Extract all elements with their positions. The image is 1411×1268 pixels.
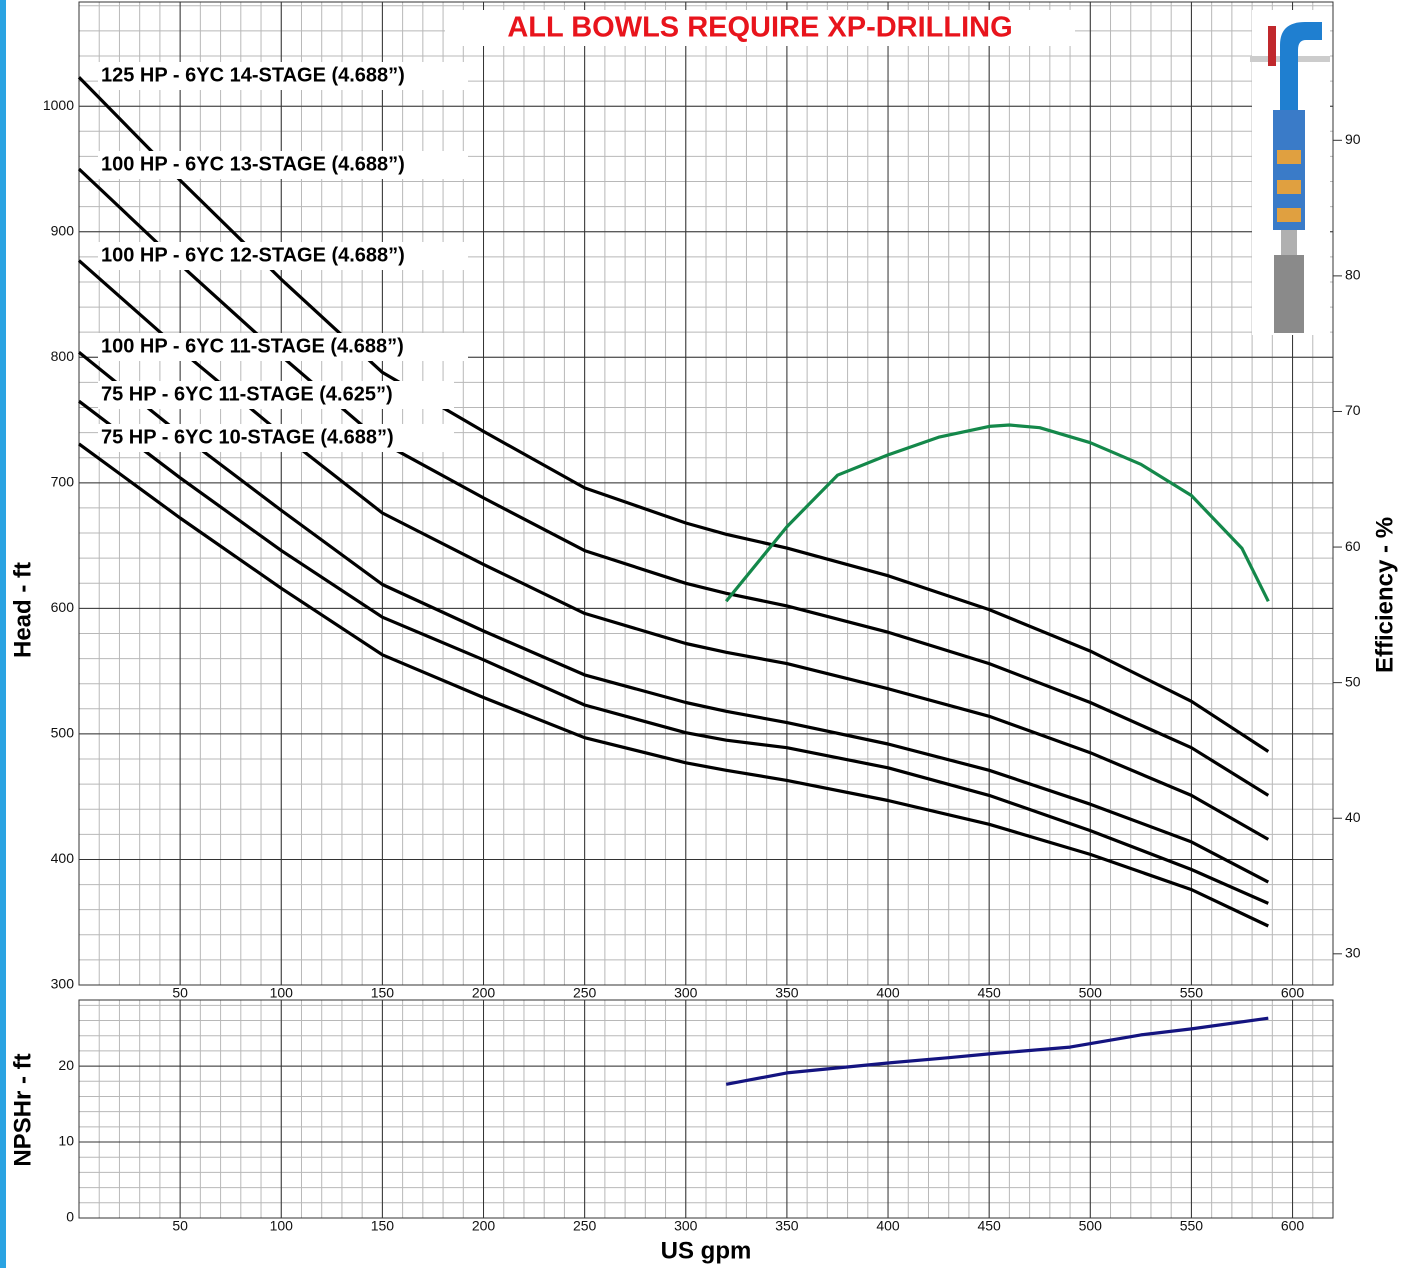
x-tick-label: 300 [674, 985, 698, 1001]
plot: 50 100 150 200 250 300 350 400 450 500 550 600 0 10 20 [58, 999, 1334, 1234]
x-tick-label: 350 [775, 1218, 799, 1234]
curve-label: 100 HP - 6YC 12-STAGE (4.688”) [101, 244, 405, 266]
chart-title: ALL BOWLS REQUIRE XP-DRILLING [507, 12, 1012, 44]
plot: 50 100 150 200 250 300 350 400 450 500 550 600 300 40… [43, 1, 1361, 1001]
y2-tick-label: 30 [1345, 945, 1361, 961]
x-tick-label: 600 [1281, 985, 1305, 1001]
y-tick-label: 900 [51, 222, 75, 238]
x-tick-label: 450 [977, 1218, 1001, 1234]
curve-label: 75 HP - 6YC 10-STAGE (4.688”) [101, 426, 394, 448]
curve-label-box [98, 151, 468, 179]
x-tick-label: 150 [371, 985, 395, 1001]
x-tick-label: 100 [270, 1218, 294, 1234]
pump-motor [1274, 255, 1304, 333]
y2-tick-label: 40 [1345, 809, 1361, 825]
pump-impeller [1277, 208, 1301, 222]
curve-label-box [98, 381, 454, 409]
curve-label: 100 HP - 6YC 11-STAGE (4.688”) [101, 335, 404, 357]
x-tick-label: 350 [775, 985, 799, 1001]
y-tick-label: 600 [51, 599, 75, 615]
x-axis-label: US gpm [661, 1237, 752, 1264]
line-series [77, 351, 1270, 884]
pump-impeller [1277, 150, 1301, 164]
curve-label: 75 HP - 6YC 11-STAGE (4.625”) [101, 383, 393, 405]
plot-frame [78, 1, 1334, 986]
y-tick-label: 1000 [43, 97, 74, 113]
y-tick-label: 0 [66, 1209, 74, 1225]
title-box [445, 10, 1075, 46]
y2-tick-label: 90 [1345, 131, 1361, 147]
x-tick-label: 400 [876, 985, 900, 1001]
x-tick-label: 50 [172, 985, 188, 1001]
curve-label-box [98, 242, 468, 270]
line-series [78, 442, 1269, 928]
pump-pipe [1280, 22, 1322, 110]
y-tick-label: 20 [58, 1057, 74, 1073]
pump-illustration [1250, 10, 1330, 335]
line-series [77, 167, 1270, 797]
plot-frame [78, 999, 1334, 1219]
y-tick-label: 300 [51, 976, 75, 992]
curve-label-box [98, 333, 468, 361]
y2-tick-label: 70 [1345, 402, 1361, 418]
curve-label: 125 HP - 6YC 14-STAGE (4.688”) [101, 64, 405, 86]
pump-impeller [1277, 180, 1301, 194]
y2-tick-label: 50 [1345, 673, 1361, 689]
line-series [725, 1016, 1269, 1086]
line-series [78, 399, 1269, 905]
x-tick-label: 200 [472, 985, 496, 1001]
side-strip [0, 0, 6, 1268]
plots: 50 100 150 200 250 300 350 400 450 500 550 60030040… [43, 1, 1361, 1234]
x-tick-label: 100 [270, 985, 294, 1001]
curve-label-box [98, 424, 454, 452]
x-tick-label: 250 [573, 1218, 597, 1234]
line-series [77, 76, 1270, 753]
y-tick-label: 500 [51, 725, 75, 741]
pump-cable [1268, 26, 1276, 66]
y-tick-label: 800 [51, 348, 75, 364]
y-tick-label: 10 [58, 1133, 74, 1149]
x-tick-label: 600 [1281, 1218, 1305, 1234]
curve-label-box [98, 62, 468, 90]
x-tick-label: 50 [172, 1218, 188, 1234]
y-tick-label: 700 [51, 474, 75, 490]
x-tick-label: 300 [674, 1218, 698, 1234]
x-tick-label: 450 [977, 985, 1001, 1001]
y-axis-label: Head - ft [9, 562, 36, 658]
x-tick-label: 250 [573, 985, 597, 1001]
x-tick-label: 550 [1180, 985, 1204, 1001]
x-tick-label: 400 [876, 1218, 900, 1234]
line-series [724, 423, 1270, 603]
x-tick-label: 500 [1079, 985, 1103, 1001]
y-tick-label: 400 [51, 850, 75, 866]
y2-axis-label: Efficiency - % [1371, 517, 1398, 673]
curve-label: 100 HP - 6YC 13-STAGE (4.688”) [101, 153, 405, 175]
pump-intake [1281, 230, 1297, 255]
y2-tick-label: 60 [1345, 538, 1361, 554]
x-tick-label: 500 [1079, 1218, 1103, 1234]
x-tick-label: 150 [371, 1218, 395, 1234]
x-tick-label: 550 [1180, 1218, 1204, 1234]
y2-tick-label: 80 [1345, 267, 1361, 283]
x-tick-label: 200 [472, 1218, 496, 1234]
y-axis-label: NPSHr - ft [9, 1053, 36, 1166]
